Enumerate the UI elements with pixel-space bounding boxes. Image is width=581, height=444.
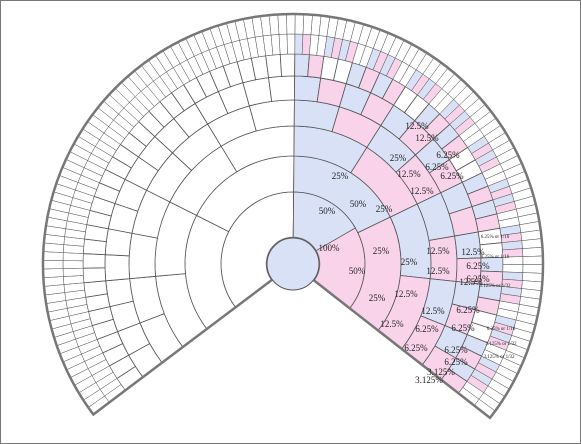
percent-label: 6.25% xyxy=(451,323,475,333)
percent-label: 25% xyxy=(332,171,349,181)
percent-label: 25% xyxy=(369,293,386,303)
fan-segment xyxy=(104,254,131,282)
percent-label: 25% xyxy=(376,204,393,214)
fan-segment xyxy=(42,268,64,278)
percent-label: 6.25% xyxy=(425,162,449,172)
percent-label: 12.5% xyxy=(426,246,450,256)
fan-segment xyxy=(277,13,288,35)
percent-label: 6.25% xyxy=(415,324,439,334)
fan-segment xyxy=(294,75,322,103)
fan-segment xyxy=(248,99,295,132)
center-circle xyxy=(266,237,320,291)
fan-segment xyxy=(62,267,84,277)
fan-segment xyxy=(522,247,544,257)
fan-segment xyxy=(268,75,296,102)
percent-label: 6.25% xyxy=(436,150,460,160)
percent-label: 50% xyxy=(349,266,366,276)
percent-label: 50% xyxy=(350,199,367,209)
fan-segment xyxy=(522,264,544,274)
percent-label: 3.125% or 1/32 xyxy=(480,284,511,289)
percent-label: 25% xyxy=(401,257,418,267)
percent-label: 6.25% or 1/16 xyxy=(487,327,516,332)
percent-label: 6.25% xyxy=(456,305,480,315)
percent-label: 12.5% xyxy=(380,319,404,329)
percent-label: 12.5% xyxy=(405,121,429,131)
fan-segment xyxy=(43,276,65,287)
percent-label: 100% xyxy=(319,243,341,253)
fan-segment xyxy=(294,13,305,35)
percent-label: 25% xyxy=(373,246,390,256)
percent-label: 6.25% xyxy=(444,345,468,355)
fan-segment xyxy=(62,252,84,262)
percent-label: 6.25% xyxy=(466,261,490,271)
fan-segment xyxy=(278,33,288,55)
fan-segment xyxy=(105,278,134,308)
percent-label: 12.5% xyxy=(397,169,421,179)
fan-segment xyxy=(62,260,84,269)
fan-segment xyxy=(42,260,64,270)
percent-label: 12.5% xyxy=(410,186,434,196)
percent-label: 50% xyxy=(319,206,336,216)
fan-segment xyxy=(294,53,310,78)
percent-label: 12.5% xyxy=(461,247,485,257)
percent-label: 6.25% or 1/16 xyxy=(481,235,510,240)
fan-segment xyxy=(521,238,543,249)
fan-segment xyxy=(270,34,281,56)
fan-segment xyxy=(286,13,296,35)
fan-segment xyxy=(279,53,296,77)
fan-segment xyxy=(502,264,524,273)
percent-label: 12.5% xyxy=(415,133,439,143)
fan-segment xyxy=(265,53,282,79)
percent-label: 3.125% or 1/32 xyxy=(484,355,515,360)
fan-segment xyxy=(286,33,296,55)
fan-segment xyxy=(82,267,107,284)
fan-segment xyxy=(268,14,280,36)
percent-label: 12.5% xyxy=(394,289,418,299)
fan-segment xyxy=(128,232,158,280)
fan-segment xyxy=(522,255,544,265)
percent-label: 25% xyxy=(390,153,407,163)
percent-label: 3.125% xyxy=(427,367,455,377)
percent-label: 3.125% xyxy=(415,375,443,385)
percent-label: 6.25% xyxy=(440,171,464,181)
fan-segment xyxy=(63,275,85,285)
percent-label: 6.25% xyxy=(466,274,490,284)
percent-label: 6.25% xyxy=(404,343,428,353)
percent-label: 12.5% xyxy=(459,277,483,287)
fan-segment xyxy=(42,251,64,261)
fan-segment xyxy=(294,33,304,55)
percent-label: 3.125% or 1/32 xyxy=(486,342,517,347)
fan-segment xyxy=(82,253,106,269)
percent-label: 12.5% xyxy=(421,306,445,316)
percent-label: 6.25% xyxy=(444,357,468,367)
percent-label: 6.25% or 1/16 xyxy=(481,255,510,260)
percent-label: 12.5% xyxy=(426,266,450,276)
